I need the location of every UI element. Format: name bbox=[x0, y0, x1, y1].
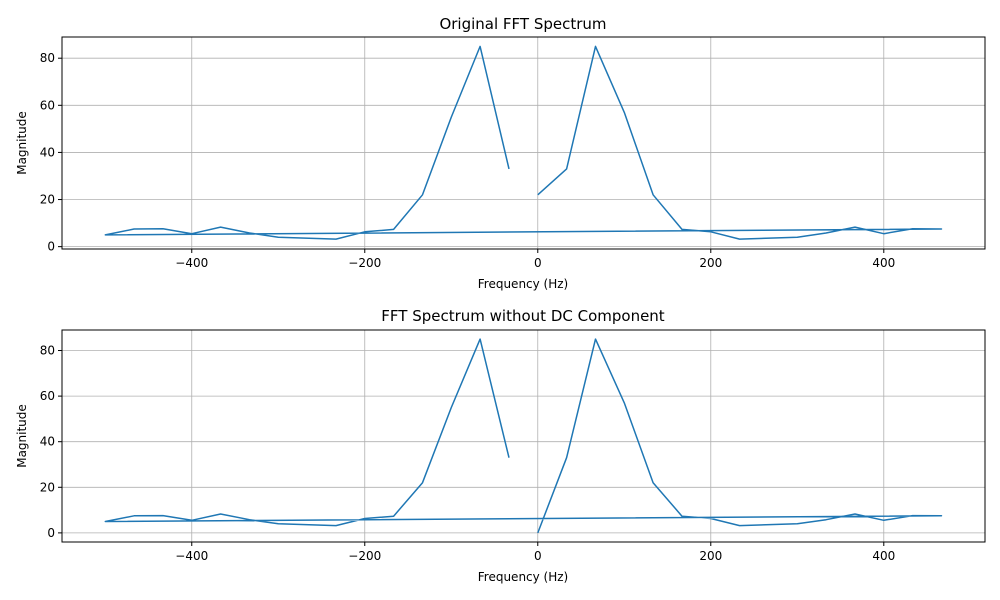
plot-frame bbox=[61, 329, 986, 543]
y-tick-label: 0 bbox=[47, 240, 55, 254]
x-tick-label: 400 bbox=[872, 256, 895, 270]
series-line bbox=[104, 338, 943, 534]
x-axis-label: Frequency (Hz) bbox=[478, 570, 569, 584]
y-axis-label: Magnitude bbox=[15, 111, 29, 175]
subplot-no-dc-spectrum: FFT Spectrum without DC Component −400 −2… bbox=[15, 307, 986, 584]
x-tick-label: 200 bbox=[699, 549, 722, 563]
grid bbox=[62, 330, 985, 542]
plot-frame bbox=[61, 36, 986, 250]
x-tick-label: −400 bbox=[175, 549, 208, 563]
x-tick-label: −200 bbox=[348, 256, 381, 270]
data-layer bbox=[104, 45, 943, 240]
y-tick-label: 40 bbox=[40, 435, 55, 449]
subplot-original-spectrum: Original FFT Spectrum −400 −200 0 200 400 0 20… bbox=[15, 15, 986, 291]
x-tick-label: 400 bbox=[872, 549, 895, 563]
x-tick-label: 200 bbox=[699, 256, 722, 270]
x-axis-label: Frequency (Hz) bbox=[478, 277, 569, 291]
y-tick-label: 80 bbox=[40, 51, 55, 65]
series-line bbox=[104, 45, 943, 240]
y-tick-label: 60 bbox=[40, 389, 55, 403]
chart-title: Original FFT Spectrum bbox=[439, 15, 606, 33]
chart-title: FFT Spectrum without DC Component bbox=[381, 307, 665, 325]
x-tick-label: −400 bbox=[175, 256, 208, 270]
y-tick-label: 60 bbox=[40, 98, 55, 112]
x-tick-label: 0 bbox=[534, 256, 542, 270]
grid bbox=[62, 37, 985, 249]
y-tick-label: 20 bbox=[40, 480, 55, 494]
y-tick-label: 0 bbox=[47, 526, 55, 540]
tick-layer: −400 −200 0 200 400 0 20 40 60 80 bbox=[40, 344, 896, 563]
y-tick-label: 40 bbox=[40, 145, 55, 159]
x-tick-label: −200 bbox=[348, 549, 381, 563]
x-tick-label: 0 bbox=[534, 549, 542, 563]
y-axis-label: Magnitude bbox=[15, 404, 29, 468]
data-layer bbox=[104, 338, 943, 534]
tick-layer: −400 −200 0 200 400 0 20 40 60 80 bbox=[40, 51, 896, 270]
y-tick-label: 80 bbox=[40, 344, 55, 358]
y-tick-label: 20 bbox=[40, 193, 55, 207]
